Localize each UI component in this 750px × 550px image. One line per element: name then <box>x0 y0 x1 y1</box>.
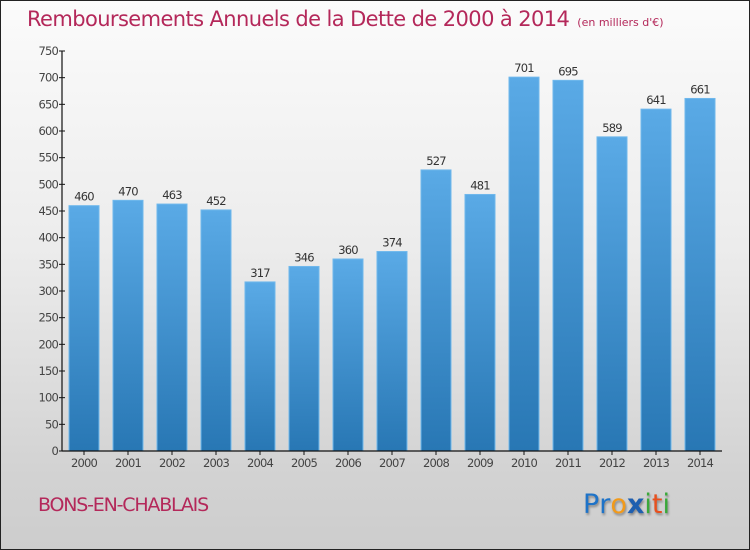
data-label: 661 <box>690 82 710 96</box>
chart-unit-label: (en milliers d'€) <box>577 16 664 29</box>
bar-2009 <box>464 193 496 452</box>
x-tick-label: 2009 <box>467 456 494 470</box>
data-label: 360 <box>338 243 358 257</box>
x-tick-label: 2001 <box>115 456 142 470</box>
bar-2011 <box>552 79 584 452</box>
x-tick-label: 2013 <box>643 456 670 470</box>
bar-2006 <box>332 258 364 452</box>
bar-2001 <box>112 199 144 452</box>
y-tick-label: 200 <box>38 337 58 351</box>
bar-2004 <box>244 281 276 452</box>
bar-2005 <box>288 265 320 452</box>
data-label: 695 <box>558 64 578 78</box>
logo-letter: r <box>599 489 611 520</box>
y-axis: 0 50 100 150 200 250 300 350 400 450 500 550 600 650 7… <box>38 44 65 458</box>
data-label: 481 <box>470 178 490 192</box>
data-label: 374 <box>382 236 402 250</box>
bar-2013 <box>640 108 672 452</box>
x-tick-label: 2004 <box>247 456 274 470</box>
commune-name: BONS-EN-CHABLAIS <box>38 494 209 516</box>
x-tick-label: 2014 <box>687 456 714 470</box>
data-label: 346 <box>294 250 314 264</box>
data-label: 317 <box>250 266 270 280</box>
logo-letter: i <box>644 489 652 520</box>
y-tick-label: 550 <box>38 151 58 165</box>
x-tick-label: 2008 <box>423 456 450 470</box>
bar-2002 <box>156 203 188 452</box>
logo-letter: x <box>626 489 645 520</box>
chart-title-text: Remboursements Annuels de la Dette de 20… <box>27 7 570 31</box>
data-label: 470 <box>118 184 138 198</box>
y-tick-label: 150 <box>38 364 58 378</box>
y-tick-label: 650 <box>38 97 58 111</box>
chart-title: Remboursements Annuels de la Dette de 20… <box>27 7 664 31</box>
logo-letter: o <box>610 489 627 520</box>
logo-letter: i <box>662 489 670 520</box>
x-tick-label: 2003 <box>203 456 230 470</box>
x-tick-label: 2005 <box>291 456 318 470</box>
bar-2014 <box>684 97 716 452</box>
x-tick-label: 2007 <box>379 456 406 470</box>
x-tick-label: 2000 <box>71 456 98 470</box>
bar-2010 <box>508 76 540 452</box>
bars-group: 460 470 463 452 317 346 360 374 527 481 701 695 589 6… <box>68 61 716 452</box>
logo-letter: P <box>583 489 600 520</box>
data-label: 460 <box>74 190 94 204</box>
x-tick-label: 2012 <box>599 456 626 470</box>
bar-2012 <box>596 136 628 452</box>
bar-2003 <box>200 209 232 452</box>
data-label: 452 <box>206 194 226 208</box>
y-tick-label: 50 <box>45 417 59 431</box>
proxiti-logo[interactable]: Proxiti <box>583 489 670 520</box>
y-tick-label: 450 <box>38 204 58 218</box>
x-tick-label: 2010 <box>511 456 538 470</box>
data-label: 701 <box>514 61 534 75</box>
y-tick-label: 300 <box>38 284 58 298</box>
y-tick-label: 700 <box>38 71 58 85</box>
x-axis: 2000 2001 2002 2003 2004 2005 2006 2007 2008 2009… <box>62 450 722 470</box>
data-label: 641 <box>646 93 666 107</box>
data-label: 527 <box>426 154 446 168</box>
y-tick-label: 500 <box>38 177 58 191</box>
data-label: 589 <box>602 121 622 135</box>
bar-2008 <box>420 169 452 452</box>
y-tick-label: 250 <box>38 311 58 325</box>
x-tick-label: 2002 <box>159 456 186 470</box>
y-tick-label: 0 <box>51 444 58 458</box>
logo-letter: t <box>651 489 663 520</box>
y-tick-label: 400 <box>38 231 58 245</box>
y-tick-label: 350 <box>38 257 58 271</box>
data-label: 463 <box>162 188 182 202</box>
y-tick-label: 600 <box>38 124 58 138</box>
bar-2007 <box>376 251 408 452</box>
x-tick-label: 2006 <box>335 456 362 470</box>
y-tick-label: 750 <box>38 44 58 58</box>
y-tick-label: 100 <box>38 391 58 405</box>
x-tick-label: 2011 <box>555 456 582 470</box>
bar-2000 <box>68 205 100 452</box>
